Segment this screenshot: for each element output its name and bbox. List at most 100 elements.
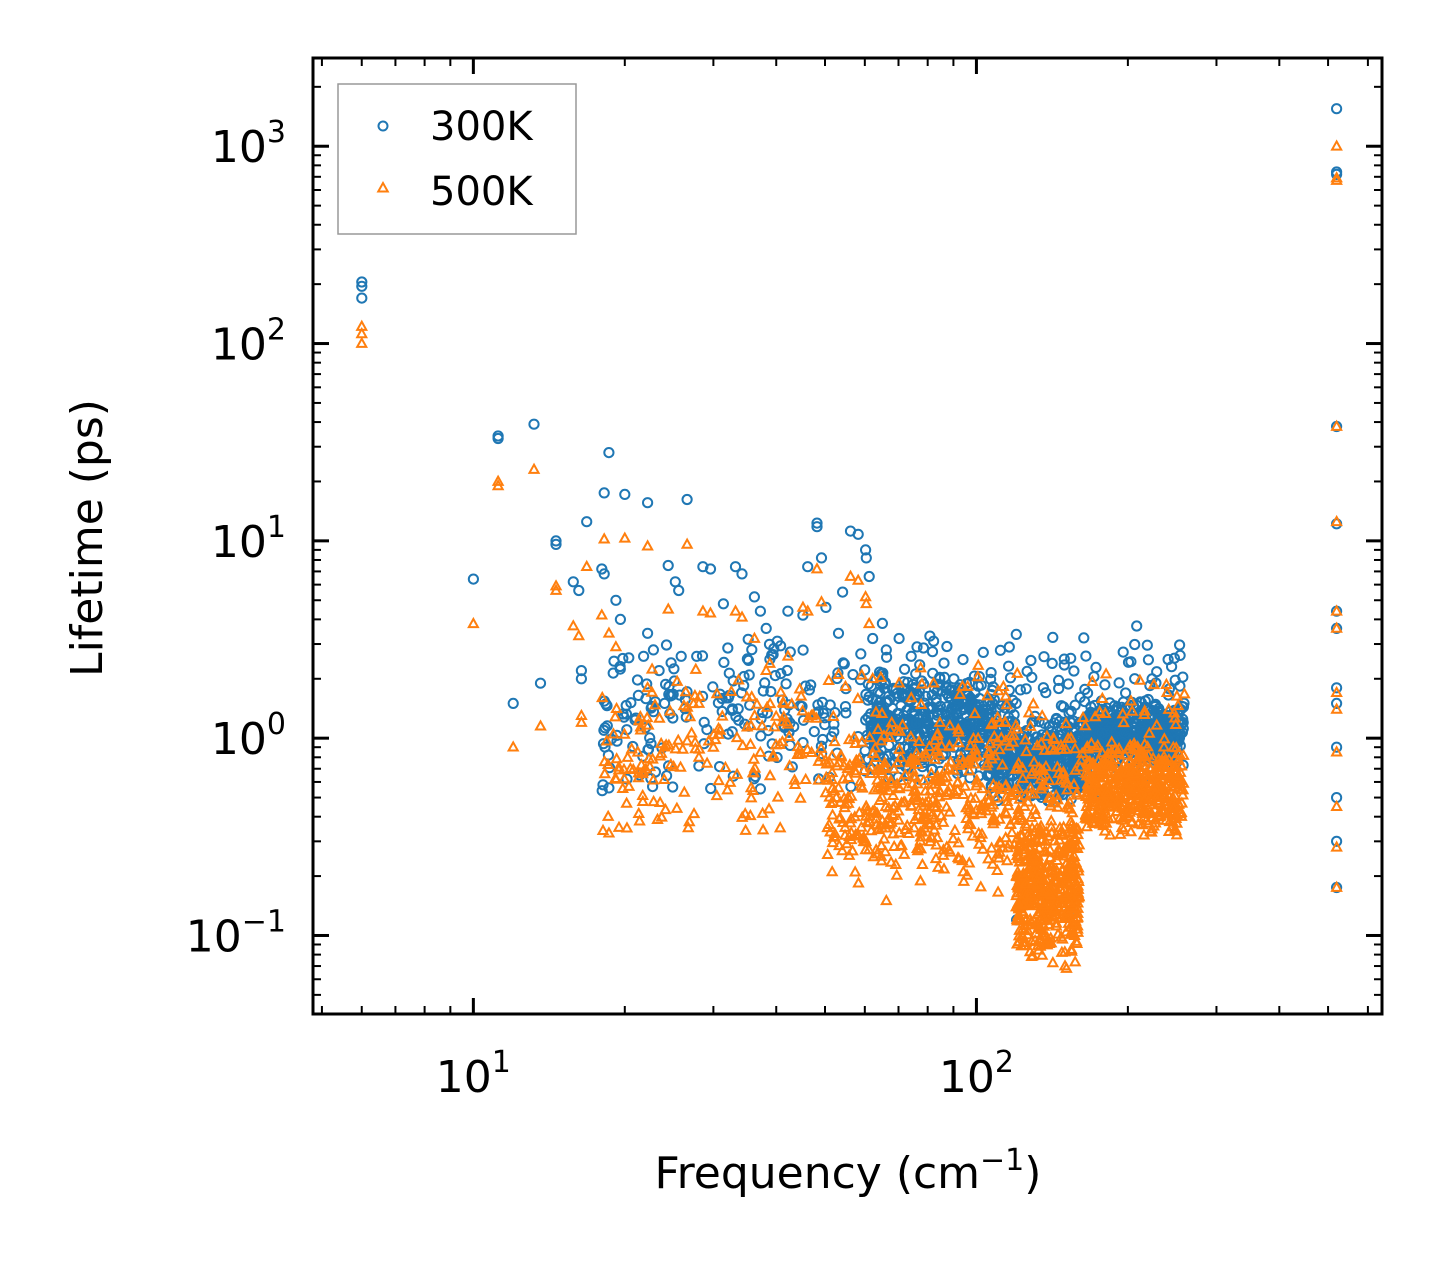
data-point-300K (598, 487, 610, 499)
data-point-cloud-300K (775, 668, 787, 680)
data-point-cloud-500K (642, 718, 655, 730)
data-point-cloud-500K (1169, 811, 1183, 824)
data-point-cloud-500K (688, 688, 702, 701)
data-point-cloud-500K (987, 816, 1000, 829)
data-point-cloud-500K (1091, 738, 1105, 751)
data-point-cloud-500K (982, 747, 995, 759)
data-point-cloud-300K (926, 646, 939, 658)
data-point-cloud-500K (1035, 833, 1048, 845)
data-point-cloud-500K (822, 673, 835, 686)
data-point-500K (781, 649, 795, 661)
data-point-cloud-300K (797, 714, 810, 726)
data-point-cloud-500K (1046, 956, 1060, 968)
data-point-cloud-500K (748, 708, 761, 721)
data-point-cloud-500K (871, 822, 884, 835)
data-point-cloud-500K (755, 719, 769, 731)
data-point-cloud-500K (991, 734, 1004, 746)
data-point-cloud-300K (786, 761, 798, 773)
data-point-cloud-500K (910, 841, 924, 853)
data-point-500K (506, 740, 520, 752)
data-point-cloud-300K (1058, 653, 1070, 665)
data-point-cloud-500K (873, 793, 887, 805)
data-point-cloud-500K (788, 773, 801, 785)
data-point-cloud-500K (1138, 704, 1151, 716)
data-point-cloud-300K (1096, 727, 1108, 739)
data-point-cloud-300K (1152, 705, 1164, 717)
data-point-cloud-500K (1159, 807, 1173, 819)
data-point-cloud-500K (982, 794, 995, 807)
data-point-cloud-300K (1174, 649, 1186, 662)
data-point-cloud-500K (688, 735, 702, 747)
data-point-cloud-500K (857, 831, 870, 843)
data-point-500K (1330, 419, 1343, 431)
data-point-cloud-500K (719, 760, 732, 772)
data-point-cloud-500K (1116, 707, 1130, 719)
data-point-cloud-500K (1127, 766, 1140, 779)
data-point-cloud-500K (774, 685, 787, 697)
data-point-500K (1330, 685, 1343, 698)
data-point-cloud-300K (1080, 650, 1092, 662)
data-point-cloud-500K (964, 791, 978, 803)
data-point-cloud-300K (881, 651, 893, 663)
data-point-cloud-300K (985, 673, 997, 685)
data-point-300K (717, 598, 730, 610)
x-tick-label: 101 (436, 1045, 511, 1103)
data-point-cloud-500K (1088, 776, 1102, 788)
data-point-cloud-500K (995, 731, 1008, 743)
data-point-cloud-500K (1034, 782, 1048, 794)
data-point-cloud-500K (1050, 916, 1063, 928)
data-point-cloud-500K (1000, 807, 1013, 819)
data-point-500K (860, 596, 873, 609)
data-point-cloud-500K (1054, 905, 1068, 917)
data-point-cloud-500K (952, 735, 965, 748)
data-point-cloud-500K (906, 769, 920, 781)
data-point-cloud-500K (1016, 771, 1030, 783)
data-point-cloud-500K (1076, 710, 1090, 723)
data-point-cloud-500K (782, 729, 796, 742)
data-point-cloud-500K (1096, 691, 1109, 704)
data-point-cloud-500K (1070, 911, 1084, 923)
data-point-cloud-500K (879, 761, 892, 774)
data-point-cloud-300K (668, 663, 680, 675)
data-point-cloud-500K (878, 780, 891, 792)
data-point-300K (860, 544, 872, 556)
data-point-cloud-500K (1033, 939, 1047, 951)
data-point-cloud-300K (874, 687, 886, 700)
data-point-500K (620, 821, 634, 833)
data-point-cloud-500K (1025, 949, 1038, 961)
data-point-cloud-500K (1125, 704, 1139, 716)
data-point-300K (860, 552, 872, 564)
data-point-cloud-500K (1035, 872, 1049, 884)
data-point-cloud-500K (869, 806, 882, 818)
data-point-cloud-500K (943, 845, 957, 857)
data-point-300K (575, 665, 588, 677)
data-point-cloud-500K (1166, 797, 1179, 809)
data-point-cloud-500K (869, 705, 883, 717)
data-point-cloud-500K (756, 823, 770, 835)
data-point-cloud-500K (1022, 831, 1036, 843)
data-point-cloud-500K (1097, 771, 1111, 783)
data-point-cloud-500K (906, 777, 919, 789)
data-point-500K (491, 474, 505, 486)
data-point-cloud-300K (623, 652, 635, 664)
data-point-cloud-500K (1016, 930, 1030, 942)
data-point-cloud-300K (1117, 646, 1129, 658)
data-point-cloud-300K (667, 688, 679, 701)
data-point-300K (356, 280, 368, 292)
data-point-cloud-500K (1050, 853, 1064, 865)
data-point-cloud-500K (957, 874, 971, 886)
data-point-300K (603, 447, 615, 459)
data-point-cloud-300K (647, 781, 659, 793)
data-point-cloud-500K (1044, 790, 1058, 802)
data-point-cloud-500K (744, 791, 758, 803)
data-point-cloud-300K (1144, 680, 1156, 692)
data-point-cloud-500K (1086, 674, 1099, 686)
data-point-cloud-300K (754, 783, 767, 795)
data-point-cloud-500K (982, 852, 995, 864)
data-point-cloud-500K (1171, 698, 1185, 710)
data-point-cloud-300K (742, 654, 755, 667)
data-point-cloud-500K (1040, 729, 1054, 741)
data-point-cloud-500K (999, 790, 1013, 802)
data-point-cloud-500K (904, 730, 918, 742)
data-point-cloud-500K (863, 730, 876, 743)
